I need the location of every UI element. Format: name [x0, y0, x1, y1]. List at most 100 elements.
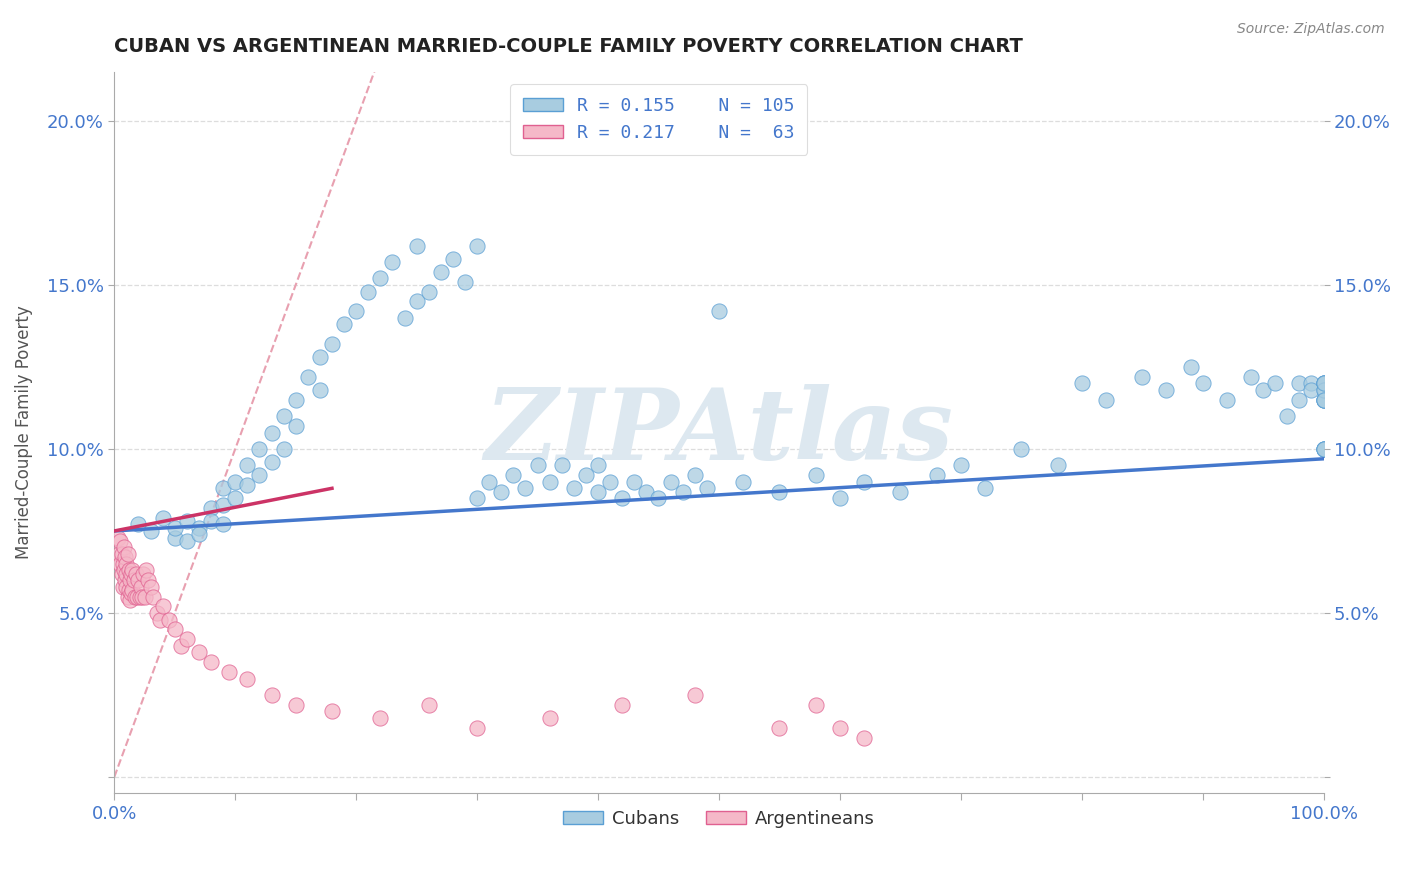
Point [974, 481, 997, 495]
Point [163, 623, 186, 637]
Point [853, 731, 876, 745]
Point [170, 639, 193, 653]
Point [128, 517, 150, 532]
Point [120, 566, 142, 581]
Point [118, 582, 141, 597]
Point [538, 475, 561, 489]
Point [124, 590, 146, 604]
Point [586, 484, 609, 499]
Point [112, 541, 135, 555]
Point [321, 704, 343, 718]
Point [273, 409, 295, 424]
Point [149, 613, 172, 627]
Point [132, 566, 155, 581]
Point [1251, 383, 1274, 397]
Point [1301, 376, 1323, 391]
Point [152, 599, 174, 614]
Point [1312, 442, 1334, 456]
Point [309, 350, 332, 364]
Point [1191, 376, 1213, 391]
Point [672, 484, 695, 499]
Point [575, 468, 598, 483]
Point [114, 550, 136, 565]
Point [1216, 392, 1239, 407]
Point [260, 425, 283, 440]
Point [1312, 392, 1334, 407]
Point [284, 698, 307, 712]
Point [200, 514, 222, 528]
Point [1277, 409, 1299, 424]
Point [115, 557, 138, 571]
Point [1312, 442, 1334, 456]
Point [1312, 383, 1334, 397]
Point [176, 632, 198, 647]
Point [768, 484, 790, 499]
Point [110, 566, 132, 581]
Point [224, 491, 246, 505]
Point [562, 481, 585, 495]
Point [804, 468, 827, 483]
Point [1301, 383, 1323, 397]
Point [284, 392, 307, 407]
Point [659, 475, 682, 489]
Point [110, 547, 132, 561]
Point [107, 531, 129, 545]
Point [599, 475, 621, 489]
Legend: Cubans, Argentineans: Cubans, Argentineans [555, 803, 882, 835]
Point [110, 533, 132, 548]
Point [128, 573, 150, 587]
Point [260, 455, 283, 469]
Point [1312, 392, 1334, 407]
Point [188, 527, 211, 541]
Point [121, 582, 143, 597]
Point [212, 481, 235, 495]
Point [515, 481, 537, 495]
Point [236, 478, 259, 492]
Point [118, 573, 141, 587]
Point [212, 498, 235, 512]
Point [1312, 392, 1334, 407]
Point [125, 566, 148, 581]
Text: CUBAN VS ARGENTINEAN MARRIED-COUPLE FAMILY POVERTY CORRELATION CHART: CUBAN VS ARGENTINEAN MARRIED-COUPLE FAMI… [114, 37, 1024, 56]
Point [889, 484, 911, 499]
Point [465, 491, 488, 505]
Point [117, 590, 139, 604]
Point [768, 721, 790, 735]
Point [1070, 376, 1092, 391]
Point [1312, 376, 1334, 391]
Point [636, 484, 658, 499]
Point [370, 711, 392, 725]
Point [418, 698, 440, 712]
Text: Source: ZipAtlas.com: Source: ZipAtlas.com [1237, 22, 1385, 37]
Point [1312, 392, 1334, 407]
Point [127, 590, 149, 604]
Point [284, 419, 307, 434]
Point [381, 255, 404, 269]
Point [212, 517, 235, 532]
Point [188, 521, 211, 535]
Y-axis label: Married-Couple Family Poverty: Married-Couple Family Poverty [15, 306, 32, 559]
Point [1312, 383, 1334, 397]
Point [111, 580, 134, 594]
Point [260, 688, 283, 702]
Point [112, 563, 135, 577]
Point [612, 491, 634, 505]
Point [430, 265, 453, 279]
Point [1288, 392, 1310, 407]
Point [118, 592, 141, 607]
Point [623, 475, 645, 489]
Point [1312, 376, 1334, 391]
Point [157, 613, 180, 627]
Text: ZIPAtlas: ZIPAtlas [485, 384, 953, 481]
Point [707, 304, 730, 318]
Point [200, 500, 222, 515]
Point [122, 573, 145, 587]
Point [357, 285, 380, 299]
Point [1240, 369, 1263, 384]
Point [117, 547, 139, 561]
Point [828, 721, 851, 735]
Point [108, 547, 131, 561]
Point [121, 563, 143, 577]
Point [200, 655, 222, 669]
Point [111, 557, 134, 571]
